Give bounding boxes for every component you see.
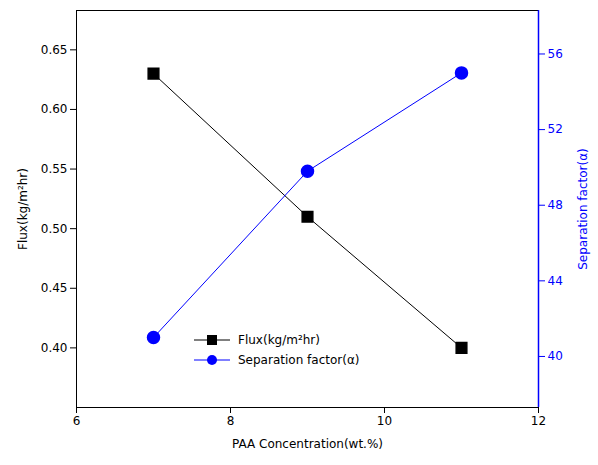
svg-text:6: 6 — [73, 414, 81, 428]
svg-text:0.45: 0.45 — [41, 281, 68, 295]
svg-text:Flux(kg/m²hr): Flux(kg/m²hr) — [16, 168, 30, 250]
html-text:Separation factor(α): Separation factor(α) — [238, 353, 360, 367]
svg-text:8: 8 — [227, 414, 235, 428]
svg-text:0.50: 0.50 — [41, 222, 68, 236]
svg-text:0.55: 0.55 — [41, 162, 68, 176]
html-text:Flux(kg/m²hr): Flux(kg/m²hr) — [238, 333, 320, 347]
svg-text:0.40: 0.40 — [41, 341, 68, 355]
svg-text:40: 40 — [548, 349, 563, 363]
svg-text:10: 10 — [377, 414, 392, 428]
svg-text:44: 44 — [548, 274, 563, 288]
svg-text:PAA Concentration(wt.%): PAA Concentration(wt.%) — [232, 437, 383, 451]
svg-text:52: 52 — [548, 122, 563, 136]
svg-text:56: 56 — [548, 47, 563, 61]
svg-text:Separation factor(α): Separation factor(α) — [576, 148, 590, 270]
svg-text:12: 12 — [531, 414, 546, 428]
svg-text:48: 48 — [548, 198, 563, 212]
svg-text:0.65: 0.65 — [41, 43, 68, 57]
svg-text:0.60: 0.60 — [41, 102, 68, 116]
